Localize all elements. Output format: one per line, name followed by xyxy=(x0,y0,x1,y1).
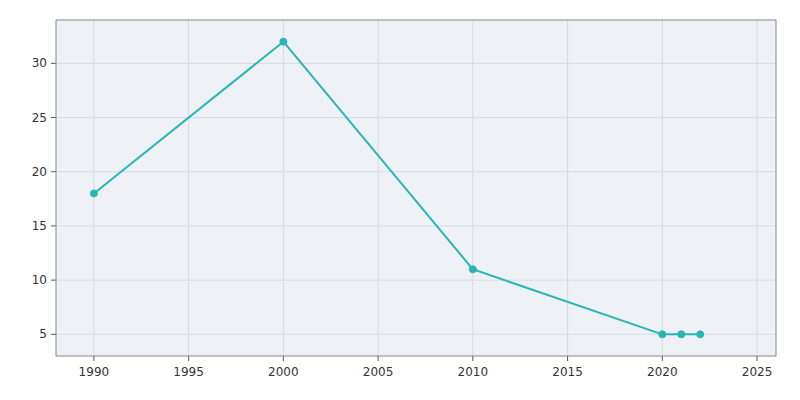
grid xyxy=(56,20,776,356)
x-tick xyxy=(567,356,568,361)
x-tick-label: 2015 xyxy=(552,365,583,379)
line xyxy=(94,42,700,335)
x-tick-label: 1990 xyxy=(79,365,110,379)
x-grid-line xyxy=(93,20,94,356)
y-tick-label: 5 xyxy=(39,327,47,341)
y-tick-label: 15 xyxy=(32,219,47,233)
y-tick xyxy=(51,225,56,226)
point xyxy=(90,190,97,197)
x-tick-label: 2010 xyxy=(458,365,489,379)
y-tick-label: 25 xyxy=(32,111,47,125)
y-grid-line xyxy=(56,171,776,172)
x-tick-label: 1995 xyxy=(173,365,204,379)
chart-container: 1990199520002005201020152020202551015202… xyxy=(0,0,800,400)
x-tick xyxy=(93,356,94,361)
plot-frame xyxy=(56,20,776,356)
x-tick-label: 2000 xyxy=(268,365,299,379)
x-tick-label: 2020 xyxy=(647,365,678,379)
chart-svg: 1990199520002005201020152020202551015202… xyxy=(0,0,800,400)
point xyxy=(697,331,704,338)
y-grid-line xyxy=(56,117,776,118)
y-tick-label: 30 xyxy=(32,56,47,70)
y-tick xyxy=(51,117,56,118)
x-grid-line xyxy=(662,20,663,356)
x-tick-label: 2025 xyxy=(742,365,773,379)
y-tick-label: 10 xyxy=(32,273,47,287)
plot-background xyxy=(56,20,776,356)
point xyxy=(678,331,685,338)
x-tick-label: 2005 xyxy=(363,365,394,379)
x-tick xyxy=(378,356,379,361)
x-tick xyxy=(283,356,284,361)
y-tick xyxy=(51,171,56,172)
x-grid-line xyxy=(378,20,379,356)
y-grid-line xyxy=(56,225,776,226)
y-grid-line xyxy=(56,280,776,281)
y-tick-label: 20 xyxy=(32,165,47,179)
y-tick xyxy=(51,334,56,335)
x-grid-line xyxy=(472,20,473,356)
x-tick xyxy=(472,356,473,361)
x-grid-line xyxy=(567,20,568,356)
x-grid-line xyxy=(283,20,284,356)
x-tick xyxy=(757,356,758,361)
y-grid-line xyxy=(56,63,776,64)
axes: 1990199520002005201020152020202551015202… xyxy=(32,20,776,379)
point xyxy=(469,266,476,273)
y-tick xyxy=(51,280,56,281)
x-grid-line xyxy=(757,20,758,356)
series xyxy=(90,38,703,338)
y-tick xyxy=(51,63,56,64)
point xyxy=(659,331,666,338)
x-tick xyxy=(188,356,189,361)
x-grid-line xyxy=(188,20,189,356)
point xyxy=(280,38,287,45)
x-tick xyxy=(662,356,663,361)
